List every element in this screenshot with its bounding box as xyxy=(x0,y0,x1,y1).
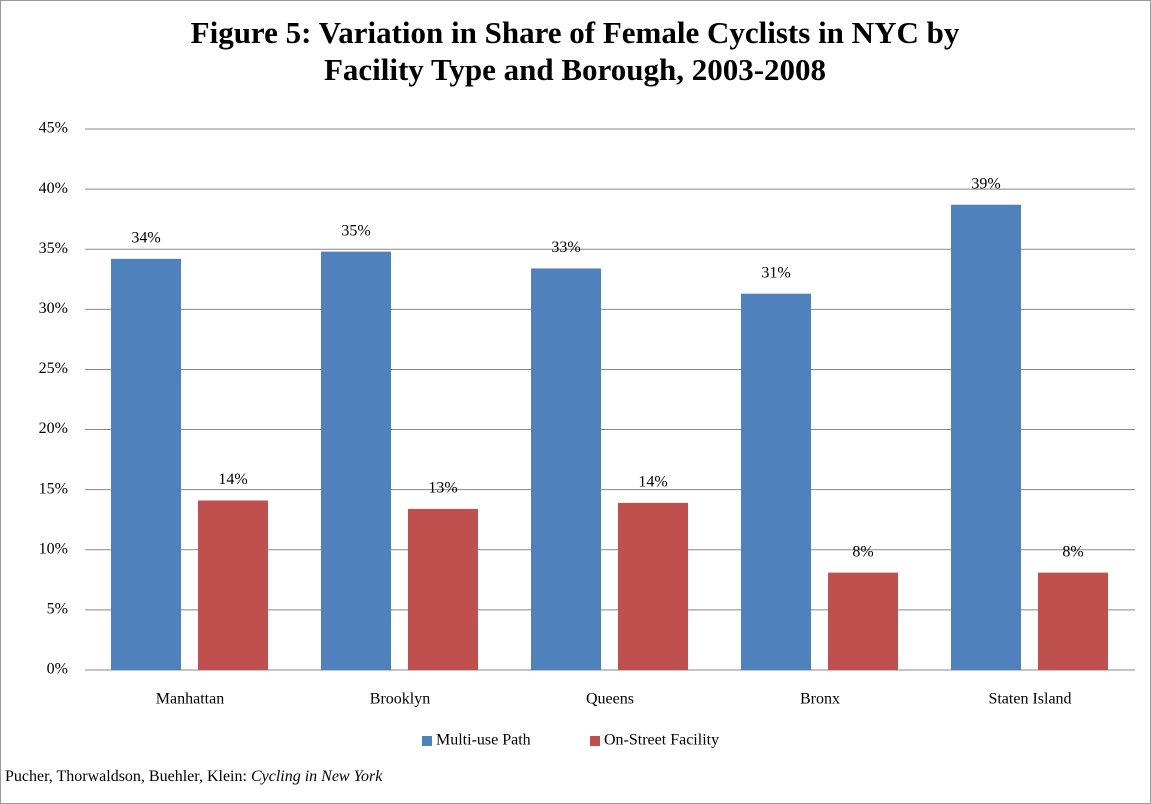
value-label: 39% xyxy=(971,175,1000,192)
legend-label: On-Street Facility xyxy=(604,732,719,749)
y-tick-label: 10% xyxy=(39,540,68,557)
bar xyxy=(531,268,601,670)
x-tick-label: Queens xyxy=(586,691,634,708)
x-tick-label: Staten Island xyxy=(988,691,1071,708)
legend-swatch xyxy=(422,736,432,746)
value-label: 34% xyxy=(131,230,160,247)
y-tick-label: 45% xyxy=(39,120,68,137)
legend-label: Multi-use Path xyxy=(436,732,531,749)
y-tick-label: 20% xyxy=(39,420,68,437)
source-work: Cycling in New York xyxy=(251,768,383,785)
value-label: 33% xyxy=(551,239,580,256)
bar xyxy=(198,500,268,670)
bar xyxy=(951,204,1021,671)
value-label: 14% xyxy=(638,474,667,491)
value-label: 8% xyxy=(852,543,873,560)
bar xyxy=(111,258,181,670)
y-tick-label: 15% xyxy=(39,480,68,497)
value-label: 13% xyxy=(428,480,457,497)
source: Pucher, Thorwaldson, Buehler, Klein: Cyc… xyxy=(5,768,383,785)
x-tick-label: Brooklyn xyxy=(370,691,430,708)
y-tick-label: 5% xyxy=(47,601,68,618)
x-tick-label: Bronx xyxy=(800,691,840,708)
bar xyxy=(741,293,811,670)
bar xyxy=(408,508,478,670)
y-tick-label: 30% xyxy=(39,300,68,317)
source-authors: Pucher, Thorwaldson, Buehler, Klein: xyxy=(5,768,247,785)
y-tick-label: 0% xyxy=(47,661,68,678)
y-tick-label: 25% xyxy=(39,360,68,377)
y-tick-label: 40% xyxy=(39,180,68,197)
value-label: 8% xyxy=(1062,543,1083,560)
x-tick-label: Manhattan xyxy=(156,691,224,708)
legend-swatch xyxy=(590,736,600,746)
bar xyxy=(618,502,688,670)
bar xyxy=(828,572,898,670)
bar xyxy=(1038,572,1108,670)
value-label: 14% xyxy=(218,471,247,488)
chart-title: Figure 5: Variation in Share of Female C… xyxy=(190,15,960,87)
y-tick-label: 35% xyxy=(39,240,68,257)
value-label: 31% xyxy=(761,264,790,281)
value-label: 35% xyxy=(341,222,370,239)
bar xyxy=(321,251,391,671)
